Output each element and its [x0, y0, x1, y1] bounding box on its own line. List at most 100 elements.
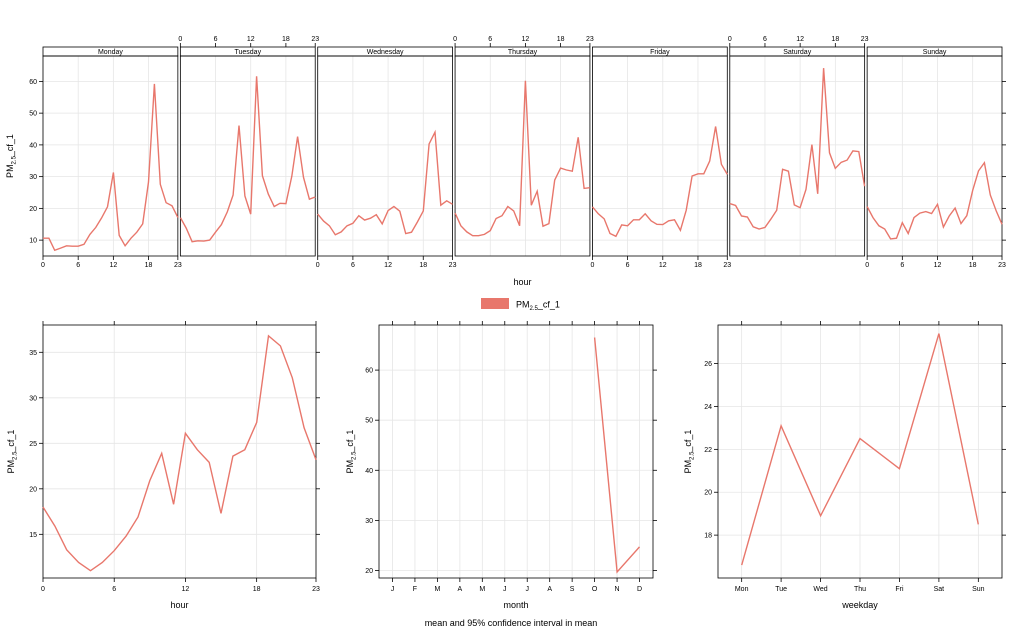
legend-swatch	[481, 298, 509, 309]
hour-panel: 0 6 12 18 23 15 20 25 30 35 hour PM2.5_cf_1	[6, 321, 320, 610]
x-tick-label: 12	[109, 262, 117, 269]
x-tick-label: F	[413, 586, 417, 593]
panel-frame	[592, 55, 728, 257]
x-tick-label: Wed	[813, 586, 827, 593]
series-line	[43, 83, 179, 252]
series-line	[729, 68, 866, 230]
panel-frame	[378, 324, 654, 579]
x-tick-label: 23	[998, 262, 1006, 269]
y-tick-label: 18	[704, 533, 712, 540]
series-line	[42, 334, 317, 572]
y-axis-label: PM2.5_cf_1	[6, 430, 19, 474]
x-tick-label: 0	[316, 262, 320, 269]
x-tick-label: J	[391, 586, 395, 593]
x-tick-label: 18	[831, 36, 839, 43]
y-tick-label: 40	[29, 142, 37, 149]
y-tick-label: 50	[29, 111, 37, 118]
x-tick-label: J	[525, 586, 529, 593]
panel-frame	[729, 55, 866, 257]
strip-label: Thursday	[508, 49, 538, 56]
x-tick-label: J	[503, 586, 507, 593]
y-tick-label: 20	[29, 486, 37, 493]
x-tick-label: 12	[796, 36, 804, 43]
x-tick-label: 12	[522, 36, 530, 43]
caption: mean and 95% confidence interval in mean	[425, 618, 598, 628]
x-tick-label: 6	[112, 586, 116, 593]
series-line	[454, 80, 590, 237]
y-tick-label: 30	[365, 518, 373, 525]
y-tick-label: 60	[365, 368, 373, 375]
x-tick-label: 18	[253, 586, 261, 593]
x-tick-label: 6	[763, 36, 767, 43]
strip-label: Sunday	[923, 49, 947, 56]
panel-frame	[42, 324, 317, 579]
x-axis-label: weekday	[841, 600, 878, 610]
x-tick-label: 0	[453, 36, 457, 43]
x-tick-label: 12	[934, 262, 942, 269]
panel-frame	[179, 55, 316, 257]
x-tick-label: 0	[41, 262, 45, 269]
y-tick-label: 50	[365, 418, 373, 425]
panel-frame	[42, 55, 179, 257]
x-axis-label: hour	[170, 600, 188, 610]
panel-frame	[866, 55, 1003, 257]
series-line	[179, 76, 316, 243]
x-tick-label: 23	[723, 262, 731, 269]
month-panel: J F M A M J J A S O N D 20 30 40 50 60 month PM2.5_cf_1	[345, 321, 657, 610]
x-tick-label: O	[592, 586, 598, 593]
x-tick-label: 23	[312, 586, 320, 593]
x-tick-label: A	[458, 586, 463, 593]
x-tick-label: 18	[557, 36, 565, 43]
x-tick-label: A	[547, 586, 552, 593]
strip-label: Monday	[98, 49, 123, 56]
y-tick-label: 25	[29, 441, 37, 448]
series-line	[866, 160, 1003, 240]
x-tick-label: Sun	[972, 586, 985, 593]
x-tick-label: Fri	[895, 586, 904, 593]
series-line	[593, 337, 641, 574]
x-tick-label: 0	[728, 36, 732, 43]
x-tick-label: 18	[694, 262, 702, 269]
panel-friday: Friday 0 6 12 18 23	[590, 46, 731, 269]
x-tick-label: 6	[351, 262, 355, 269]
legend-label: PM2.5_cf_1	[516, 300, 560, 313]
strip-label: Tuesday	[234, 49, 261, 56]
x-tick-label: 12	[182, 586, 190, 593]
x-tick-label: N	[615, 586, 620, 593]
y-axis-label: PM2.5_cf_1	[683, 430, 696, 474]
x-tick-label: 6	[626, 262, 630, 269]
x-tick-label: M	[479, 586, 485, 593]
strip-label: Friday	[650, 49, 670, 56]
y-tick-label: 24	[704, 404, 712, 411]
y-tick-label: 40	[365, 468, 373, 475]
y-tick-label: 10	[29, 238, 37, 245]
y-tick-label: 30	[29, 395, 37, 402]
x-tick-label: Thu	[854, 586, 866, 593]
y-axis-label: PM2.5_cf_1	[5, 134, 18, 178]
x-tick-label: 23	[449, 262, 457, 269]
y-tick-label: 20	[704, 490, 712, 497]
x-tick-label: 23	[174, 262, 182, 269]
y-tick-label: 22	[704, 447, 712, 454]
y-tick-label: 20	[365, 568, 373, 575]
y-tick-label: 15	[29, 532, 37, 539]
strip-label: Saturday	[783, 49, 812, 56]
y-axis-label: PM2.5_cf_1	[345, 430, 358, 474]
x-tick-label: Mon	[735, 586, 749, 593]
x-tick-label: 18	[282, 36, 290, 43]
x-tick-label: 6	[214, 36, 218, 43]
x-tick-label: 0	[178, 36, 182, 43]
x-tick-label: 23	[586, 36, 594, 43]
x-tick-label: Tue	[775, 586, 787, 593]
x-tick-label: 6	[488, 36, 492, 43]
x-tick-label: S	[570, 586, 575, 593]
y-tick-label: 35	[29, 350, 37, 357]
series-line	[591, 126, 728, 238]
x-tick-label: 12	[247, 36, 255, 43]
x-tick-label: Sat	[934, 586, 945, 593]
panel-frame	[454, 55, 591, 257]
panel-sunday: Sunday 0 6 12 18 23	[865, 46, 1006, 269]
x-tick-label: 18	[419, 262, 427, 269]
